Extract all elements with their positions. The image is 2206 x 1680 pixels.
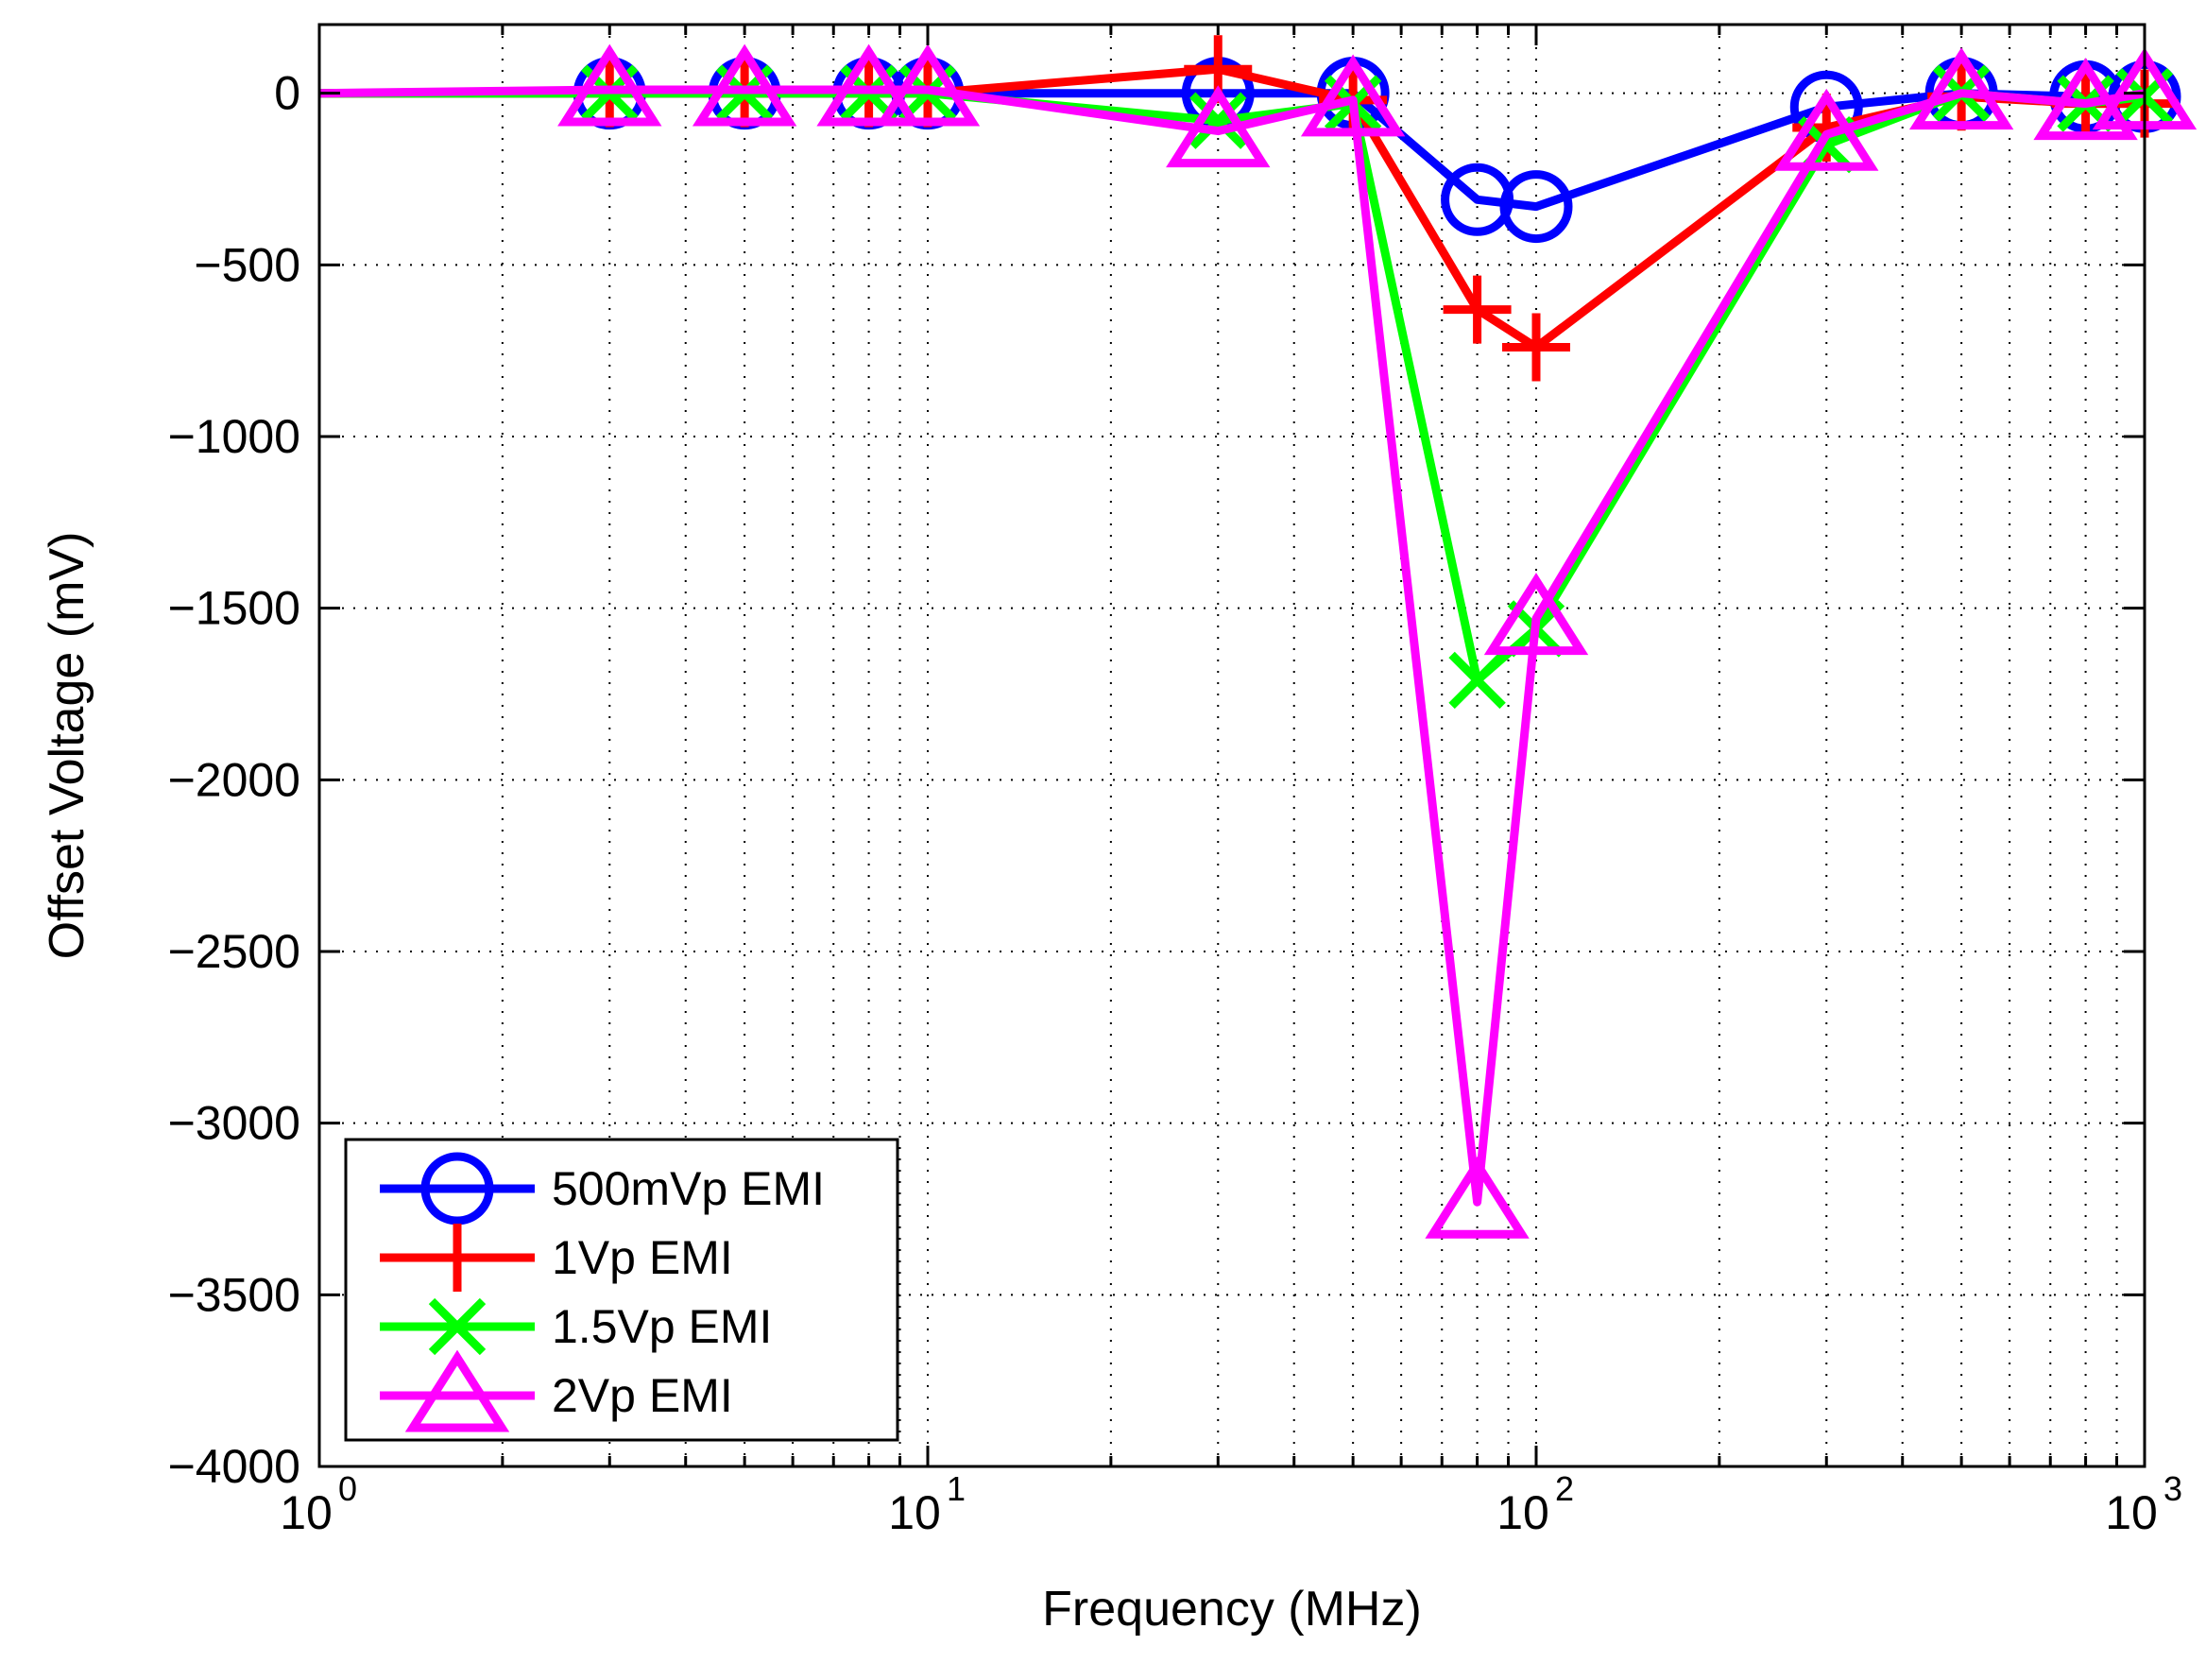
axis-ticks xyxy=(317,25,2146,1468)
data-point-marker xyxy=(1502,313,1570,382)
series-line xyxy=(318,85,2146,1207)
y-tick-label: −2500 xyxy=(168,925,300,978)
y-tick-label: −1000 xyxy=(168,410,300,463)
y-tick-label: −500 xyxy=(194,238,300,291)
y-tick-label: −3500 xyxy=(168,1268,300,1321)
y-tick-label: 0 xyxy=(274,67,300,120)
series-4 xyxy=(318,43,2197,1239)
legend-item: 2Vp EMI xyxy=(380,1349,733,1432)
x-tick-exponent: 1 xyxy=(947,1469,966,1508)
x-tick-label: 10 xyxy=(1496,1486,1549,1539)
x-tick-label: 10 xyxy=(2105,1486,2158,1539)
data-point-marker xyxy=(1425,1156,1530,1239)
data-point-marker xyxy=(816,43,921,127)
data-point-marker xyxy=(1483,573,1589,656)
data-point-marker xyxy=(1908,47,2014,130)
legend-marker xyxy=(404,1349,510,1432)
legend: 500mVp EMI 1Vp EMI 1.5Vp EMI 2Vp EMI xyxy=(344,1138,899,1442)
data-point-marker xyxy=(1443,275,1512,344)
x-tick-exponent: 2 xyxy=(1555,1469,1574,1508)
legend-marker xyxy=(420,1152,494,1226)
plot-series xyxy=(318,35,2197,1239)
x-tick-label: 10 xyxy=(888,1486,941,1539)
legend-marker xyxy=(423,1224,491,1292)
legend-label: 1Vp EMI xyxy=(552,1231,733,1284)
y-tick-label: −4000 xyxy=(168,1440,300,1493)
legend-item: 1Vp EMI xyxy=(380,1224,733,1292)
x-tick-exponent: 0 xyxy=(338,1469,357,1508)
legend-item: 1.5Vp EMI xyxy=(380,1297,772,1356)
series-line xyxy=(319,89,2146,685)
data-point-marker xyxy=(557,43,662,127)
x-tick-exponent: 3 xyxy=(2163,1469,2182,1508)
data-point-marker xyxy=(1166,85,1271,168)
data-point-marker xyxy=(1774,88,1879,171)
y-axis-tick-labels: 0 −500 −1000 −1500 −2000 −2500 −3000 −3500 −4000 xyxy=(168,67,300,1493)
legend-item: 500mVp EMI xyxy=(380,1152,825,1226)
legend-marker xyxy=(428,1297,487,1356)
grid-lines xyxy=(319,25,2145,1466)
y-tick-label: −1500 xyxy=(168,582,300,635)
data-point-marker xyxy=(692,43,797,127)
data-point-marker xyxy=(2033,58,2138,141)
data-point-marker xyxy=(1441,163,1514,236)
y-tick-label: −3000 xyxy=(168,1097,300,1150)
data-point-marker xyxy=(1448,651,1506,710)
x-tick-label: 10 xyxy=(280,1486,333,1539)
data-point-marker xyxy=(1300,54,1406,137)
legend-label: 500mVp EMI xyxy=(552,1162,825,1215)
legend-label: 1.5Vp EMI xyxy=(552,1300,772,1353)
x-axis-tick-labels: 10 0 10 1 10 2 10 3 xyxy=(280,1469,2182,1539)
legend-label: 2Vp EMI xyxy=(552,1369,733,1422)
y-tick-label: −2000 xyxy=(168,753,300,806)
y-axis-label: Offset Voltage (mV) xyxy=(40,532,94,960)
x-axis-label: Frequency (MHz) xyxy=(1042,1582,1422,1637)
data-point-marker xyxy=(1499,170,1573,244)
data-point-marker xyxy=(875,43,981,127)
plot-frame xyxy=(317,23,2146,1468)
data-point-marker xyxy=(1189,92,1247,149)
